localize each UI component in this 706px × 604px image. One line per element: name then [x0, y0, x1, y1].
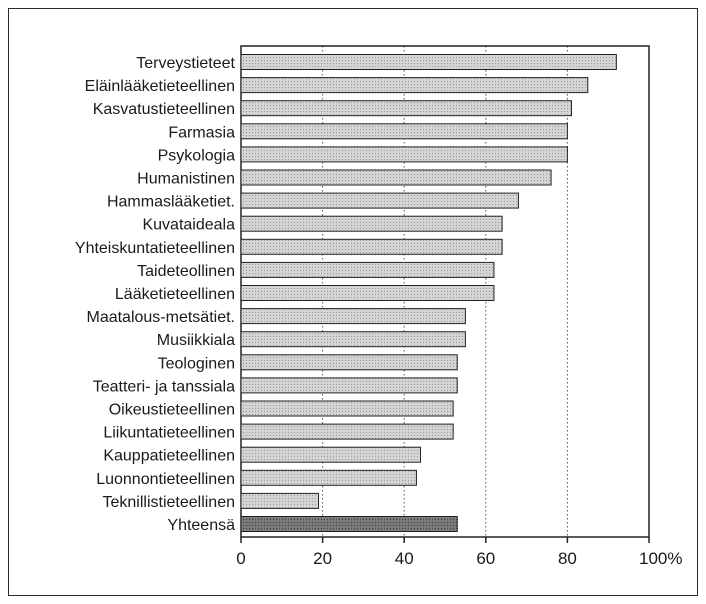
x-tick-label: 80: [558, 549, 577, 568]
x-tick-label: 0: [236, 549, 245, 568]
category-label: Lääketieteellinen: [115, 286, 235, 303]
bar: [240, 446, 422, 463]
category-label: Humanistinen: [137, 171, 235, 188]
category-label: Kauppatieteellinen: [103, 448, 235, 465]
category-label: Psykologia: [158, 147, 235, 164]
category-label: Musiikkiala: [157, 332, 235, 349]
category-label: Kasvatustieteellinen: [93, 101, 235, 118]
bar: [240, 261, 495, 278]
category-label: Yhteensä: [167, 517, 235, 534]
bar: [240, 469, 417, 486]
bar: [240, 169, 552, 186]
bar: [240, 100, 572, 117]
category-label: Teknillistieteellinen: [102, 494, 235, 511]
category-label: Maatalous-metsätiet.: [86, 309, 235, 326]
bar: [240, 146, 568, 163]
bar: [240, 400, 454, 417]
bar: [240, 77, 589, 94]
bar: [240, 423, 454, 440]
category-label: Kuvataideala: [142, 217, 235, 234]
bar: [240, 331, 466, 348]
x-axis: 0 20 40 60 80 100%: [236, 537, 682, 568]
bar: [240, 377, 458, 394]
bar: [240, 238, 503, 255]
x-tick-label: 100%: [639, 549, 682, 568]
bar: [240, 354, 458, 371]
category-label: Oikeustieteellinen: [109, 402, 235, 419]
category-label: Teologinen: [158, 355, 235, 372]
category-label: Luonnontieteellinen: [96, 471, 235, 488]
category-label: Farmasia: [168, 124, 235, 141]
category-label: Teatteri- ja tanssiala: [93, 378, 235, 395]
x-tick-label: 60: [476, 549, 495, 568]
bar: [240, 492, 320, 509]
bar: [240, 54, 617, 70]
bar-total: [240, 516, 458, 532]
bars-group: [240, 54, 617, 532]
category-label: Yhteiskuntatieteellinen: [75, 240, 235, 257]
bar: [240, 192, 519, 209]
bar: [240, 123, 568, 140]
category-label: Hammaslääketiet.: [107, 194, 235, 211]
category-label: Terveystieteet: [136, 55, 235, 72]
bar: [240, 308, 466, 325]
x-tick-label: 40: [395, 549, 414, 568]
category-labels: Terveystieteet Eläinlääketieteellinen Kasv…: [75, 55, 236, 534]
x-tick-label: 20: [313, 549, 332, 568]
category-label: Liikuntatieteellinen: [103, 425, 235, 442]
bar: [240, 285, 495, 301]
bar: [240, 215, 503, 232]
category-label: Eläinlääketieteellinen: [85, 78, 235, 95]
category-label: Taideteollinen: [137, 263, 235, 280]
